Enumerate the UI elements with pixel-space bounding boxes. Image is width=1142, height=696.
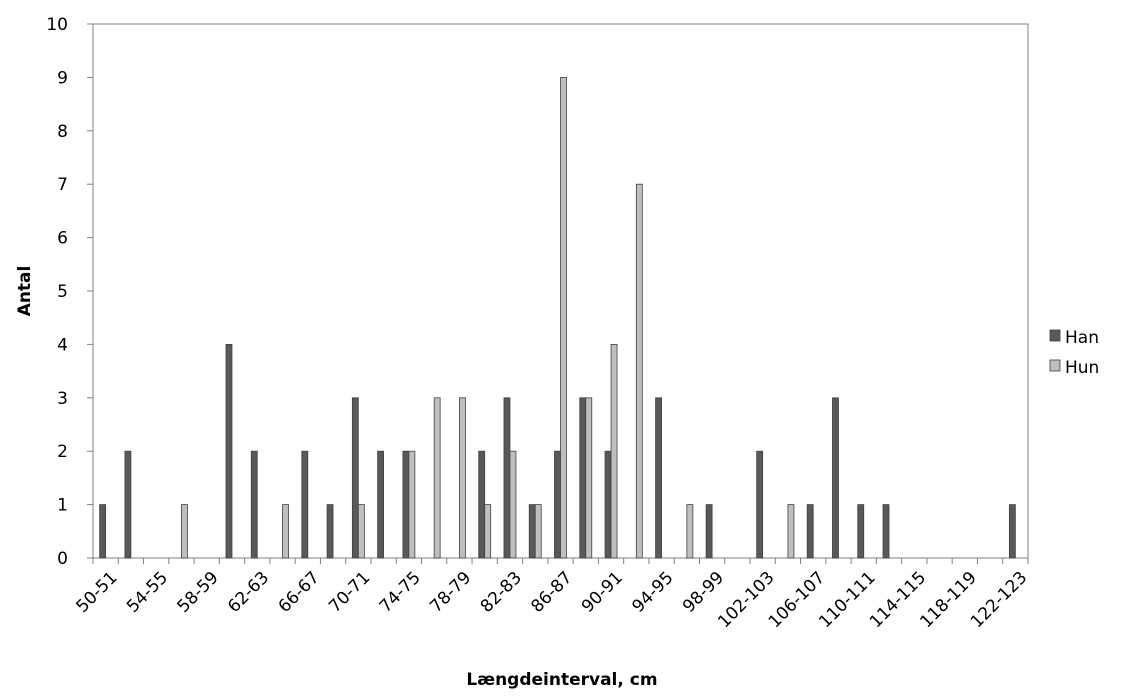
x-tick-label: 54-55 bbox=[123, 568, 172, 617]
y-tick-label: 1 bbox=[57, 496, 68, 516]
bar-hun bbox=[408, 450, 416, 559]
bar-han bbox=[225, 343, 233, 559]
x-tick-label: 50-51 bbox=[73, 568, 122, 617]
bar-han bbox=[124, 450, 132, 559]
bar-han bbox=[99, 504, 107, 559]
bar-hun bbox=[635, 183, 643, 559]
legend-swatch-han bbox=[1049, 329, 1061, 342]
y-tick-label: 7 bbox=[57, 175, 68, 195]
bar-han bbox=[528, 504, 536, 559]
bar-hun bbox=[610, 343, 618, 559]
legend-swatch-hun bbox=[1049, 359, 1061, 372]
bar-hun bbox=[686, 504, 694, 559]
y-axis-title: Antal bbox=[15, 266, 35, 317]
x-tick-label: 122-123 bbox=[967, 568, 1031, 632]
bar-han bbox=[579, 397, 587, 559]
y-tick-label: 8 bbox=[57, 122, 68, 142]
y-axis: 0 1 2 3 4 5 6 7 8 9 10 bbox=[46, 15, 93, 569]
x-tick-label: 82-83 bbox=[477, 568, 526, 617]
y-tick-label: 5 bbox=[57, 282, 68, 302]
x-tick-label: 74-75 bbox=[376, 568, 425, 617]
y-tick-label: 6 bbox=[57, 229, 68, 249]
bar-hun bbox=[534, 504, 542, 559]
bar-han bbox=[402, 450, 410, 559]
bar-han bbox=[882, 504, 890, 559]
y-tick-label: 4 bbox=[57, 335, 68, 355]
bar-hun bbox=[181, 504, 188, 559]
bar-han bbox=[756, 450, 764, 559]
bars bbox=[99, 77, 1016, 559]
bar-han bbox=[1008, 504, 1016, 559]
y-tick-label: 2 bbox=[57, 442, 68, 462]
x-tick-label: 86-87 bbox=[527, 568, 576, 617]
bar-han bbox=[554, 450, 561, 559]
bar-hun bbox=[585, 397, 593, 559]
bar-hun bbox=[787, 504, 795, 559]
x-tick-label: 70-71 bbox=[325, 568, 374, 617]
y-tick-label: 3 bbox=[57, 389, 68, 409]
x-axis-title: Længdeinterval, cm bbox=[466, 670, 657, 690]
x-tick-label: 62-63 bbox=[224, 568, 273, 617]
bar-han bbox=[503, 397, 511, 559]
bar-han bbox=[351, 397, 359, 559]
bar-hun bbox=[433, 397, 441, 559]
bar-hun bbox=[484, 504, 492, 559]
legend-label-han: Han bbox=[1065, 328, 1099, 348]
bar-han bbox=[655, 397, 662, 559]
x-tick-label: 90-91 bbox=[578, 568, 627, 617]
bar-hun bbox=[282, 504, 289, 559]
x-tick-label: 78-79 bbox=[426, 568, 475, 617]
bar-han bbox=[377, 450, 385, 559]
legend-label-hun: Hun bbox=[1065, 358, 1099, 378]
y-tick-label: 9 bbox=[57, 68, 68, 88]
x-tick-label: 66-67 bbox=[275, 568, 324, 617]
bar-hun bbox=[560, 77, 567, 559]
bar-han bbox=[604, 450, 612, 559]
y-tick-label: 10 bbox=[46, 15, 68, 35]
bar-han bbox=[478, 450, 486, 559]
x-tick-label: 94-95 bbox=[628, 568, 677, 617]
y-tick-label: 0 bbox=[57, 549, 68, 569]
legend: Han Hun bbox=[1049, 328, 1099, 378]
bar-han bbox=[705, 504, 713, 559]
bar-han bbox=[326, 504, 334, 559]
x-tick-label: 58-59 bbox=[174, 568, 223, 617]
bar-han bbox=[806, 504, 814, 559]
bar-han bbox=[301, 450, 309, 559]
x-axis: 50-51 54-55 58-59 62-63 66-67 70-71 74-75 78-79… bbox=[73, 558, 1031, 632]
bar-hun bbox=[509, 450, 517, 559]
bar-han bbox=[250, 450, 258, 559]
bar-hun bbox=[357, 504, 365, 559]
bar-han bbox=[832, 397, 839, 559]
bar-han bbox=[857, 504, 865, 559]
bar-hun bbox=[459, 397, 466, 559]
x-tick-label: 98-99 bbox=[679, 568, 728, 617]
